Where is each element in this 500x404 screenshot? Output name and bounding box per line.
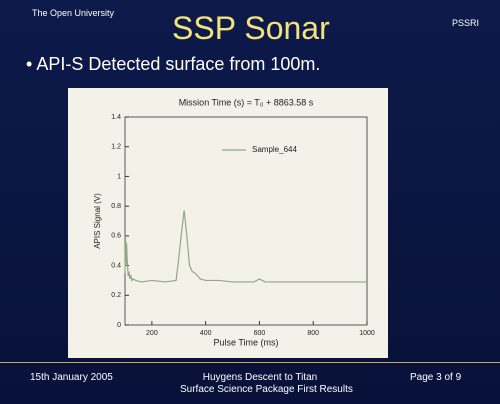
footer-page: Page 3 of 9 (410, 372, 462, 383)
y-tick-label: 1.4 (111, 114, 121, 121)
data-line (124, 210, 367, 283)
footer-center: Huygens Descent to Titan Surface Science … (180, 372, 353, 396)
logo-text: The Open University (32, 8, 115, 18)
footer-date: 15th January 2005 (30, 372, 113, 383)
x-tick-label: 400 (200, 330, 212, 337)
x-tick-label: 600 (254, 330, 266, 337)
footer-line: Huygens Descent to Titan (202, 372, 318, 383)
bullet: • API-S Detected surface from 100m. (26, 54, 321, 74)
x-tick-label: 200 (146, 330, 158, 337)
plot-frame (124, 116, 368, 326)
y-tick-label: 0.6 (111, 233, 121, 240)
y-tick-label: 0.2 (111, 292, 121, 299)
chart-panel (68, 88, 388, 358)
x-tick-label: 800 (307, 330, 319, 337)
partner-logo: PSSRI (452, 18, 480, 28)
y-tick-label: 0 (117, 322, 121, 329)
y-tick-label: 1 (117, 173, 121, 180)
x-tick-label: 1000 (359, 330, 375, 337)
footer-line: Surface Science Package First Results (180, 384, 353, 395)
y-tick-label: 0.8 (111, 203, 121, 210)
y-tick-label: 1.2 (111, 144, 121, 151)
chart-title: Mission Time (s) = T₀ + 8863.58 s (179, 97, 314, 107)
y-axis-label: APIS Signal (V) (93, 193, 102, 249)
legend-label: Sample_644 (252, 145, 297, 154)
x-axis-label: Pulse Time (ms) (213, 337, 278, 347)
bullet-text: API-S Detected surface from 100m. (36, 54, 321, 74)
slide-title: SSP Sonar (172, 10, 330, 46)
y-tick-label: 0.4 (111, 262, 121, 269)
footer-rule (0, 362, 500, 363)
